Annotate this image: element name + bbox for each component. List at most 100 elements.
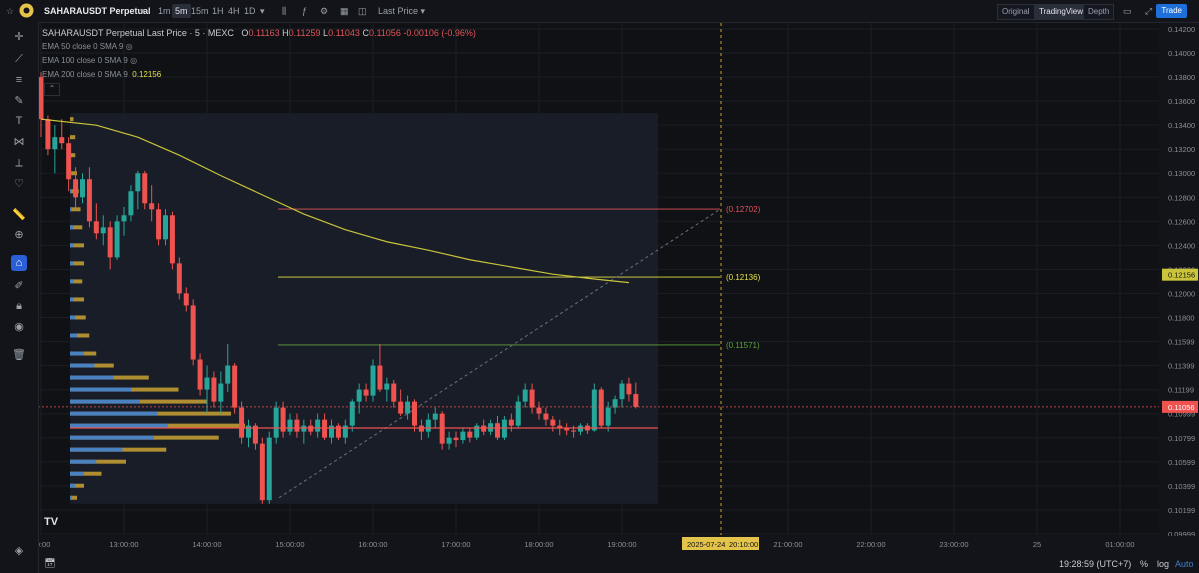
auto-toggle[interactable]: Auto <box>1175 559 1194 569</box>
layers-icon[interactable]: ◈ <box>14 545 24 557</box>
volume-profile-bar-blue <box>70 387 132 392</box>
candle-body <box>211 377 217 402</box>
time-axis-bg[interactable] <box>38 536 1199 552</box>
view-tradingview[interactable]: TradingView <box>1034 4 1089 20</box>
zoom-icon[interactable]: ⊕ <box>14 229 24 241</box>
candle-body <box>474 425 480 438</box>
legend-title-row: SAHARAUSDT Perpetual Last Price · 5 · ME… <box>42 28 476 38</box>
star-icon[interactable]: ☆ <box>6 6 15 16</box>
ohlc-close-label: C <box>362 28 369 38</box>
candle-body <box>315 419 321 432</box>
candle-body <box>453 437 459 441</box>
calendar-icon[interactable]: 📅︎ <box>44 558 56 568</box>
lock-icon[interactable]: 🔒︎ <box>16 300 22 312</box>
candle-body <box>107 227 113 258</box>
price-type-dropdown[interactable]: Last Price ▾ <box>378 6 426 16</box>
ruler-icon[interactable]: 📏 <box>12 209 26 221</box>
candle-body <box>418 425 424 432</box>
candle-body <box>73 179 79 198</box>
log-toggle[interactable]: log <box>1157 559 1170 569</box>
candle-body <box>100 227 106 234</box>
tf-5m[interactable]: 5m <box>172 4 191 18</box>
candle-body <box>59 137 65 144</box>
candle-body <box>557 425 563 429</box>
clock[interactable]: 19:28:59 (UTC+7) <box>1059 559 1132 569</box>
level-label: (0.12136) <box>726 273 761 282</box>
camera-icon[interactable]: ◫ <box>358 6 367 16</box>
candle-body <box>612 399 618 408</box>
legend-ema200-row[interactable]: EMA 200 close 0 SMA 9 0.12156 <box>42 70 161 79</box>
collapse-legend-icon[interactable]: ⌃ <box>44 83 60 96</box>
ohlc-high-label: H <box>282 28 289 38</box>
candle-body <box>142 173 148 204</box>
magnet-icon[interactable]: ⌂ <box>11 255 27 271</box>
time-tick-label: 22:00:00 <box>856 540 885 549</box>
candle-body <box>495 423 500 438</box>
price-tick-label: 0.12400 <box>1168 241 1195 250</box>
legend-ema50: EMA 50 close 0 SMA 9 <box>42 42 124 51</box>
forecast-icon[interactable]: ⟂ <box>15 157 23 169</box>
tf-1m[interactable]: 1m <box>158 6 171 16</box>
trash-icon[interactable]: 🗑︎ <box>12 349 26 361</box>
eye-icon[interactable]: ◉ <box>14 321 24 333</box>
symbol-dropdown-icon[interactable]: ▾ <box>140 6 145 16</box>
brush-icon[interactable]: ✎ <box>14 95 24 107</box>
tf-4h[interactable]: 4H <box>228 6 240 16</box>
candle-body <box>335 425 341 438</box>
stay-drawing-icon[interactable]: ✐ <box>14 280 24 292</box>
volume-profile-bar-blue <box>70 399 140 404</box>
trend-line-tool-icon[interactable]: ⟋ <box>15 53 23 65</box>
volume-profile-bar-blue <box>70 423 168 428</box>
candle-body <box>45 119 51 150</box>
crosshair-icon[interactable]: ✛ <box>14 31 24 43</box>
volume-profile-bar-blue <box>70 207 72 212</box>
candle-body <box>169 215 175 264</box>
percent-toggle[interactable]: % <box>1140 559 1149 569</box>
volume-profile-bar-gold <box>70 495 77 500</box>
view-depth[interactable]: Depth <box>1083 4 1115 20</box>
price-tick-label: 0.11599 <box>1168 338 1195 347</box>
legend-ema100-row[interactable]: EMA 100 close 0 SMA 9 ◎ <box>42 56 137 65</box>
candle-body <box>294 419 300 432</box>
timeframe-more-icon[interactable]: ▾ <box>260 6 265 16</box>
volume-profile-bar-gold <box>70 279 83 284</box>
horizontal-lines-icon[interactable]: ≡ <box>15 74 23 86</box>
legend-ema50-row[interactable]: EMA 50 close 0 SMA 9 ◎ <box>42 42 133 51</box>
candle-body <box>190 305 196 360</box>
expand-icon[interactable]: ⤢ <box>1145 6 1153 16</box>
level-label: (0.11571) <box>726 341 760 350</box>
volume-profile-bar-gold <box>70 225 83 230</box>
pattern-icon[interactable]: ⋈ <box>13 136 25 148</box>
ema50-hidden-icon[interactable]: ◎ <box>125 42 133 51</box>
fullscreen-icon[interactable]: ▭ <box>1123 6 1132 16</box>
candle-body <box>633 394 639 407</box>
price-tick-label: 0.12600 <box>1168 217 1195 226</box>
settings-icon[interactable]: ⚙ <box>320 6 329 16</box>
candle-body <box>301 425 307 432</box>
heart-icon[interactable]: ♡ <box>14 178 24 190</box>
candle-body <box>363 389 369 396</box>
candle-body <box>156 209 162 240</box>
symbol-name[interactable]: SAHARAUSDT Perpetual <box>44 6 151 16</box>
last-price-badge <box>1162 400 1198 413</box>
candle-body <box>239 407 245 438</box>
tf-15m[interactable]: 15m <box>191 6 209 16</box>
candle-type-icon[interactable]: ⫼ <box>282 6 287 16</box>
trade-button[interactable]: Trade <box>1156 4 1187 18</box>
indicators-icon[interactable]: ƒ <box>302 6 308 16</box>
candle-body <box>86 179 92 222</box>
volume-profile-bar-blue <box>70 435 154 440</box>
tf-1d[interactable]: 1D <box>244 6 256 16</box>
view-original[interactable]: Original <box>997 4 1035 20</box>
volume-profile-bar-blue <box>70 459 97 464</box>
ema100-hidden-icon[interactable]: ◎ <box>130 56 138 65</box>
last-price-badge-text: 0.11056 <box>1168 403 1195 412</box>
volume-profile-bar-gold <box>70 135 76 140</box>
layout-icon[interactable]: ▦ <box>340 6 349 16</box>
tf-1h[interactable]: 1H <box>212 6 224 16</box>
volume-profile-bar-gold <box>70 459 126 464</box>
candle-body <box>287 419 293 432</box>
text-tool-icon[interactable]: T <box>15 115 23 127</box>
candle-body <box>93 221 99 234</box>
